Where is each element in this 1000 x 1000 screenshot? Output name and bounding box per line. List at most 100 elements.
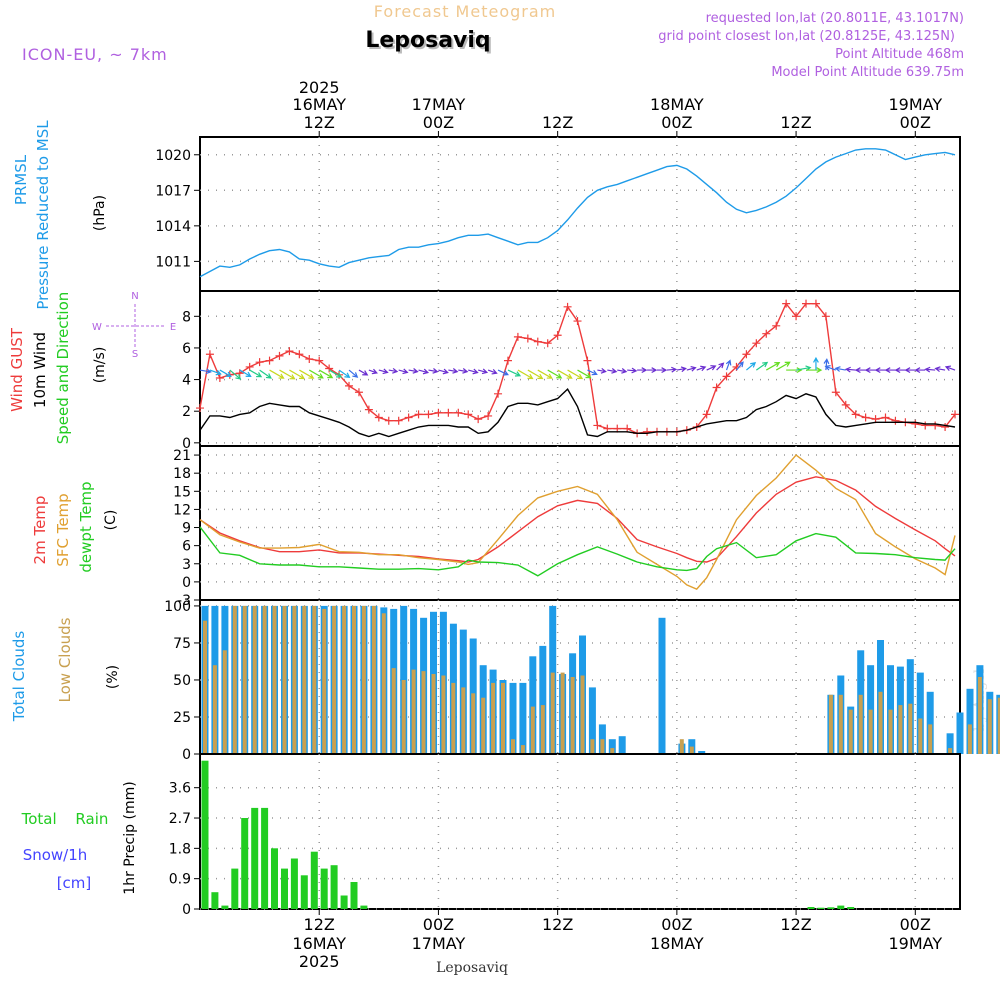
wind-arrow — [398, 368, 409, 375]
compass-rose: N S W E — [92, 291, 176, 360]
y-tick-label: 0 — [182, 436, 191, 452]
wind-arrow — [813, 356, 819, 371]
low_clouds-bar — [570, 677, 575, 754]
y-tick-label: 3.6 — [169, 781, 191, 797]
rain-bar — [827, 907, 835, 909]
rain-bar — [201, 760, 209, 909]
top-hour-label: 00Z — [900, 113, 931, 132]
gust-marker — [494, 389, 503, 398]
wind-arrow — [904, 367, 916, 374]
wind-arrow — [696, 365, 707, 372]
wind-arrow — [884, 367, 896, 374]
rain-label: Total Rain — [21, 810, 109, 828]
low_clouds-bar — [948, 748, 953, 754]
rain-bar — [211, 892, 219, 909]
low_clouds-bar — [411, 669, 416, 754]
gust-marker — [196, 404, 204, 413]
temp-axis-labels: 2m Temp SFC Temp dewpt Temp (C) — [31, 481, 119, 572]
low_clouds-bar — [550, 672, 555, 754]
wind-arrow — [537, 369, 553, 379]
gust-marker — [593, 421, 602, 430]
rain-bar — [817, 907, 825, 909]
gust-marker — [841, 400, 850, 409]
gust-marker — [782, 299, 791, 308]
wind-arrow — [318, 369, 334, 379]
rain-bar — [837, 905, 845, 909]
gust-marker — [533, 337, 542, 346]
y-tick-label: -3 — [177, 593, 191, 609]
low_clouds-bar — [501, 682, 505, 754]
rain-bar — [271, 848, 278, 909]
low_clouds-bar — [252, 605, 257, 754]
total_clouds-bar — [966, 688, 974, 754]
total-clouds-label: Total Clouds — [10, 631, 28, 723]
wind-arrow — [637, 367, 648, 374]
wind-arrow — [597, 367, 607, 374]
bottom-date-label: 17MAY — [412, 934, 466, 953]
wind-arrow — [864, 367, 876, 374]
gust-marker — [583, 356, 592, 365]
wind-arrow — [746, 361, 757, 371]
panel-3: 0 25 50 75 100 — [164, 599, 1000, 763]
gust-label: Wind GUST — [8, 327, 26, 412]
wind-arrow — [874, 367, 886, 374]
gust-marker — [831, 388, 840, 397]
gust-marker — [454, 408, 463, 417]
low_clouds-bar — [977, 677, 982, 754]
low_clouds-bar — [898, 705, 903, 754]
y-tick-label: 1.8 — [169, 841, 191, 857]
low_clouds-bar — [997, 697, 1000, 754]
gust-marker — [394, 416, 403, 425]
gust-marker — [354, 388, 363, 397]
wind-arrow — [229, 369, 242, 380]
wind-arrow — [348, 369, 359, 378]
rain-bar — [241, 818, 249, 909]
wind-arrow — [219, 369, 232, 378]
low_clouds-bar — [242, 605, 247, 754]
wind-arrow — [666, 366, 678, 373]
gust-marker — [384, 416, 393, 425]
cloud-unit: (%) — [105, 665, 121, 689]
top-date-label: 16MAY — [292, 95, 346, 114]
gust-marker — [275, 351, 284, 360]
top-date-label: 19MAY — [888, 95, 942, 114]
low_clouds-bar — [262, 605, 267, 754]
sfc-line — [199, 454, 956, 590]
wind-arrow — [844, 366, 856, 373]
gust-marker — [861, 413, 870, 422]
gust-marker — [424, 410, 433, 419]
temp2m-label: 2m Temp — [31, 496, 49, 565]
low_clouds-bar — [580, 675, 585, 754]
location-title: Leposaviq — [365, 28, 490, 53]
low_clouds-bar — [888, 709, 893, 754]
rain-bar — [350, 882, 358, 909]
wind-line — [199, 387, 956, 438]
compass-w: W — [92, 322, 102, 333]
y-tick-label: 50 — [173, 673, 191, 689]
wind-arrow — [378, 368, 389, 375]
wind-arrow — [765, 361, 781, 371]
low_clouds-bar — [431, 674, 436, 754]
wind-arrow — [587, 369, 598, 376]
total_clouds-bar — [519, 682, 527, 754]
top-hour-label: 00Z — [423, 113, 454, 132]
wind-arrow — [944, 365, 956, 371]
gust-marker — [722, 372, 731, 381]
low_clouds-bar — [868, 709, 873, 754]
gust-marker — [563, 302, 572, 311]
panel-2: -3 0 3 6 9 12 15 18 21 — [173, 445, 961, 609]
low_clouds-bar — [401, 680, 406, 754]
total_clouds-bar — [588, 687, 596, 754]
direction-label: Speed and Direction — [54, 292, 72, 445]
gust-marker — [543, 339, 552, 348]
top-hour-label: 12Z — [304, 113, 335, 132]
snow-unit-label: [cm] — [57, 874, 92, 892]
low_clouds-bar — [838, 694, 843, 754]
low_clouds-bar — [461, 687, 466, 754]
top-hour-label: 12Z — [542, 113, 573, 132]
gust-marker — [345, 381, 354, 390]
gust-marker — [434, 408, 443, 417]
wind-arrow — [358, 369, 369, 376]
compass-n: N — [131, 291, 138, 302]
